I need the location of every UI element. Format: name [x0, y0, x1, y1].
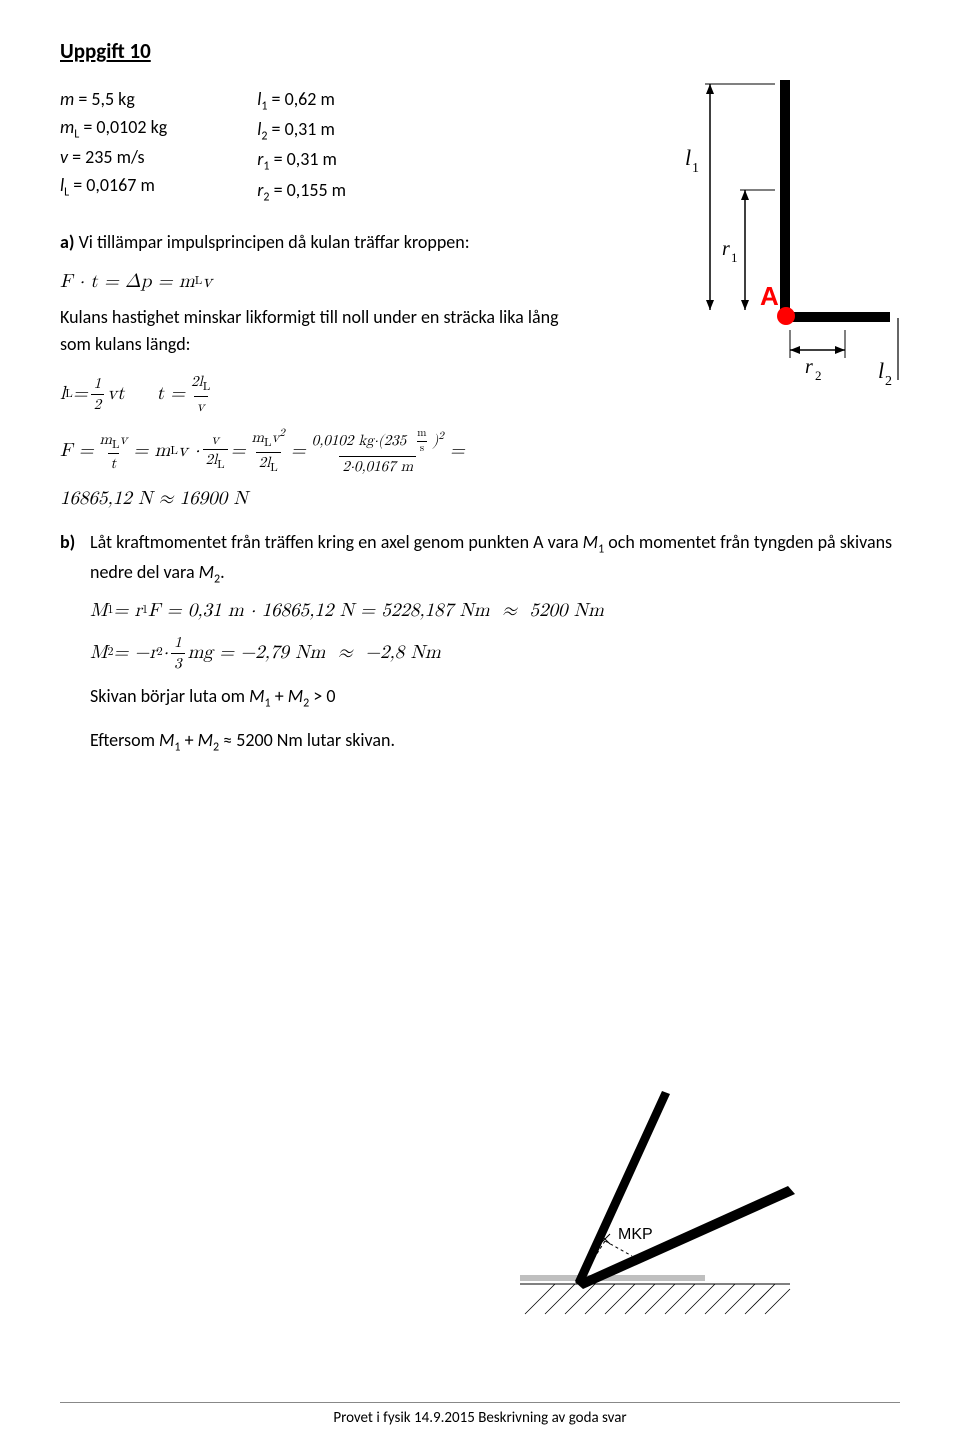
- svg-text:r: r: [805, 356, 813, 378]
- svg-text:l: l: [878, 358, 884, 383]
- tilt-condition: Skivan börjar luta om M1 + M2 > 0: [60, 683, 900, 713]
- part-b: b) Låt kraftmomentet från träffen kring …: [60, 529, 900, 588]
- svg-text:1: 1: [692, 161, 699, 176]
- conclusion: Eftersom M1 + M2 ≈ 5200 Nm lutar skivan.: [60, 727, 900, 757]
- figure-b: MKP: [480, 1089, 810, 1329]
- svg-text:A: A: [760, 281, 779, 311]
- part-a-para2: Kulans hastighet minskar likformigt till…: [60, 304, 590, 358]
- svg-text:l: l: [685, 145, 691, 170]
- figure-a: l 1 r 1 A r 2 l 2: [640, 60, 900, 400]
- part-a-intro: Vi tillämpar impulsprincipen då kulan tr…: [79, 231, 470, 253]
- svg-text:2: 2: [885, 374, 892, 389]
- given-col2: l1 = 0,62 m l2 = 0,31 m r1 = 0,31 m r2 =…: [257, 86, 346, 207]
- part-b-label: b): [60, 529, 82, 588]
- part-a: a) Vi tillämpar impulsprincipen då kulan…: [60, 229, 590, 256]
- part-b-intro: Låt kraftmomentet från träffen kring en …: [90, 529, 900, 588]
- svg-text:1: 1: [731, 250, 738, 265]
- eq-m2: M2 = −r2 · 13 mg = −2,79 Nm ≈ −2,8 Nm: [60, 633, 900, 673]
- svg-text:r: r: [722, 238, 730, 260]
- eq-force-result: 16865,12 N ≈ 16900 N: [60, 487, 900, 512]
- eq-m1: M1 = r1F = 0,31 m · 16865,12 N = 5228,18…: [60, 599, 900, 624]
- part-a-label: a): [60, 231, 75, 253]
- page-footer: Provet i fysik 14.9.2015 Beskrivning av …: [0, 1402, 960, 1427]
- mkp-label: MKP: [618, 1226, 653, 1243]
- eq-force: F = mLvt = mLv · v2lL = mLv22lL = 0,0102…: [60, 427, 620, 477]
- svg-text:2: 2: [815, 368, 822, 383]
- given-col1: m = 5,5 kg mL = 0,0102 kg v = 235 m/s lL…: [60, 86, 167, 207]
